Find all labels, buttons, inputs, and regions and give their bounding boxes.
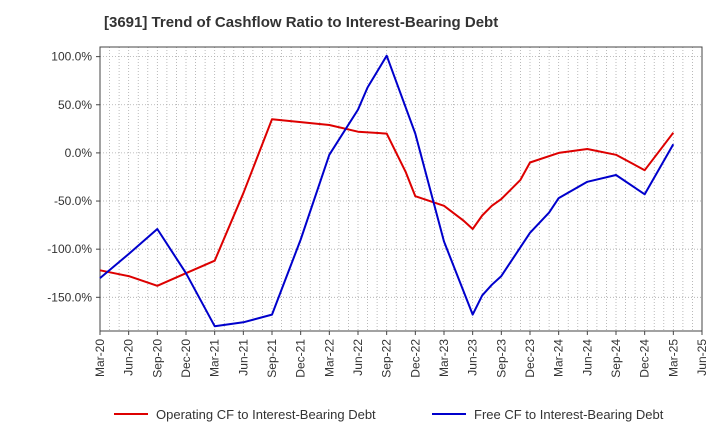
x-tick-label: Sep-20 [150, 339, 164, 378]
chart-title: [3691] Trend of Cashflow Ratio to Intere… [104, 14, 499, 31]
x-tick-label: Jun-21 [236, 339, 250, 376]
x-tick-label: Sep-21 [265, 339, 279, 378]
y-tick-label: -150.0% [47, 290, 92, 304]
grid-lines [100, 47, 702, 331]
x-tick-label: Mar-21 [208, 339, 222, 377]
x-tick-label: Sep-23 [494, 339, 508, 378]
x-tick-label: Jun-23 [466, 339, 480, 376]
x-tick-label: Jun-25 [695, 339, 709, 376]
series-lines [99, 54, 675, 328]
axes: 100.0% 50.0% 0.0% -50.0% -100.0% -150.0% Mar-2… [47, 46, 709, 378]
y-tick-label: 50.0% [58, 98, 92, 112]
x-tick-label: Dec-22 [408, 339, 422, 378]
legend-label-operating-cf: Operating CF to Interest-Bearing Debt [156, 407, 376, 422]
x-tick-label: Sep-24 [609, 339, 623, 378]
x-tick-label: Mar-20 [93, 339, 107, 377]
free-cf-line [99, 54, 675, 328]
y-tick-label: 100.0% [51, 50, 92, 64]
x-tick-label: Mar-25 [666, 339, 680, 377]
legend: Operating CF to Interest-Bearing Debt Fre… [114, 407, 664, 422]
x-tick-label: Jun-22 [351, 339, 365, 376]
x-tick-label: Mar-23 [437, 339, 451, 377]
x-tick-label: Dec-24 [638, 339, 652, 378]
x-tick-label: Mar-22 [322, 339, 336, 377]
y-tick-label: -50.0% [54, 194, 92, 208]
x-tick-label: Mar-24 [552, 339, 566, 377]
y-tick-label: 0.0% [65, 146, 93, 160]
x-tick-label: Dec-23 [523, 339, 537, 378]
operating-cf-line [99, 118, 675, 287]
x-tick-label: Jun-24 [580, 339, 594, 376]
x-tick-label: Dec-20 [179, 339, 193, 378]
x-tick-label: Jun-20 [122, 339, 136, 376]
plot-frame [99, 46, 703, 332]
legend-label-free-cf: Free CF to Interest-Bearing Debt [474, 407, 664, 422]
x-tick-label: Sep-22 [380, 339, 394, 378]
y-tick-label: -100.0% [47, 242, 92, 256]
x-tick-label: Dec-21 [294, 339, 308, 378]
